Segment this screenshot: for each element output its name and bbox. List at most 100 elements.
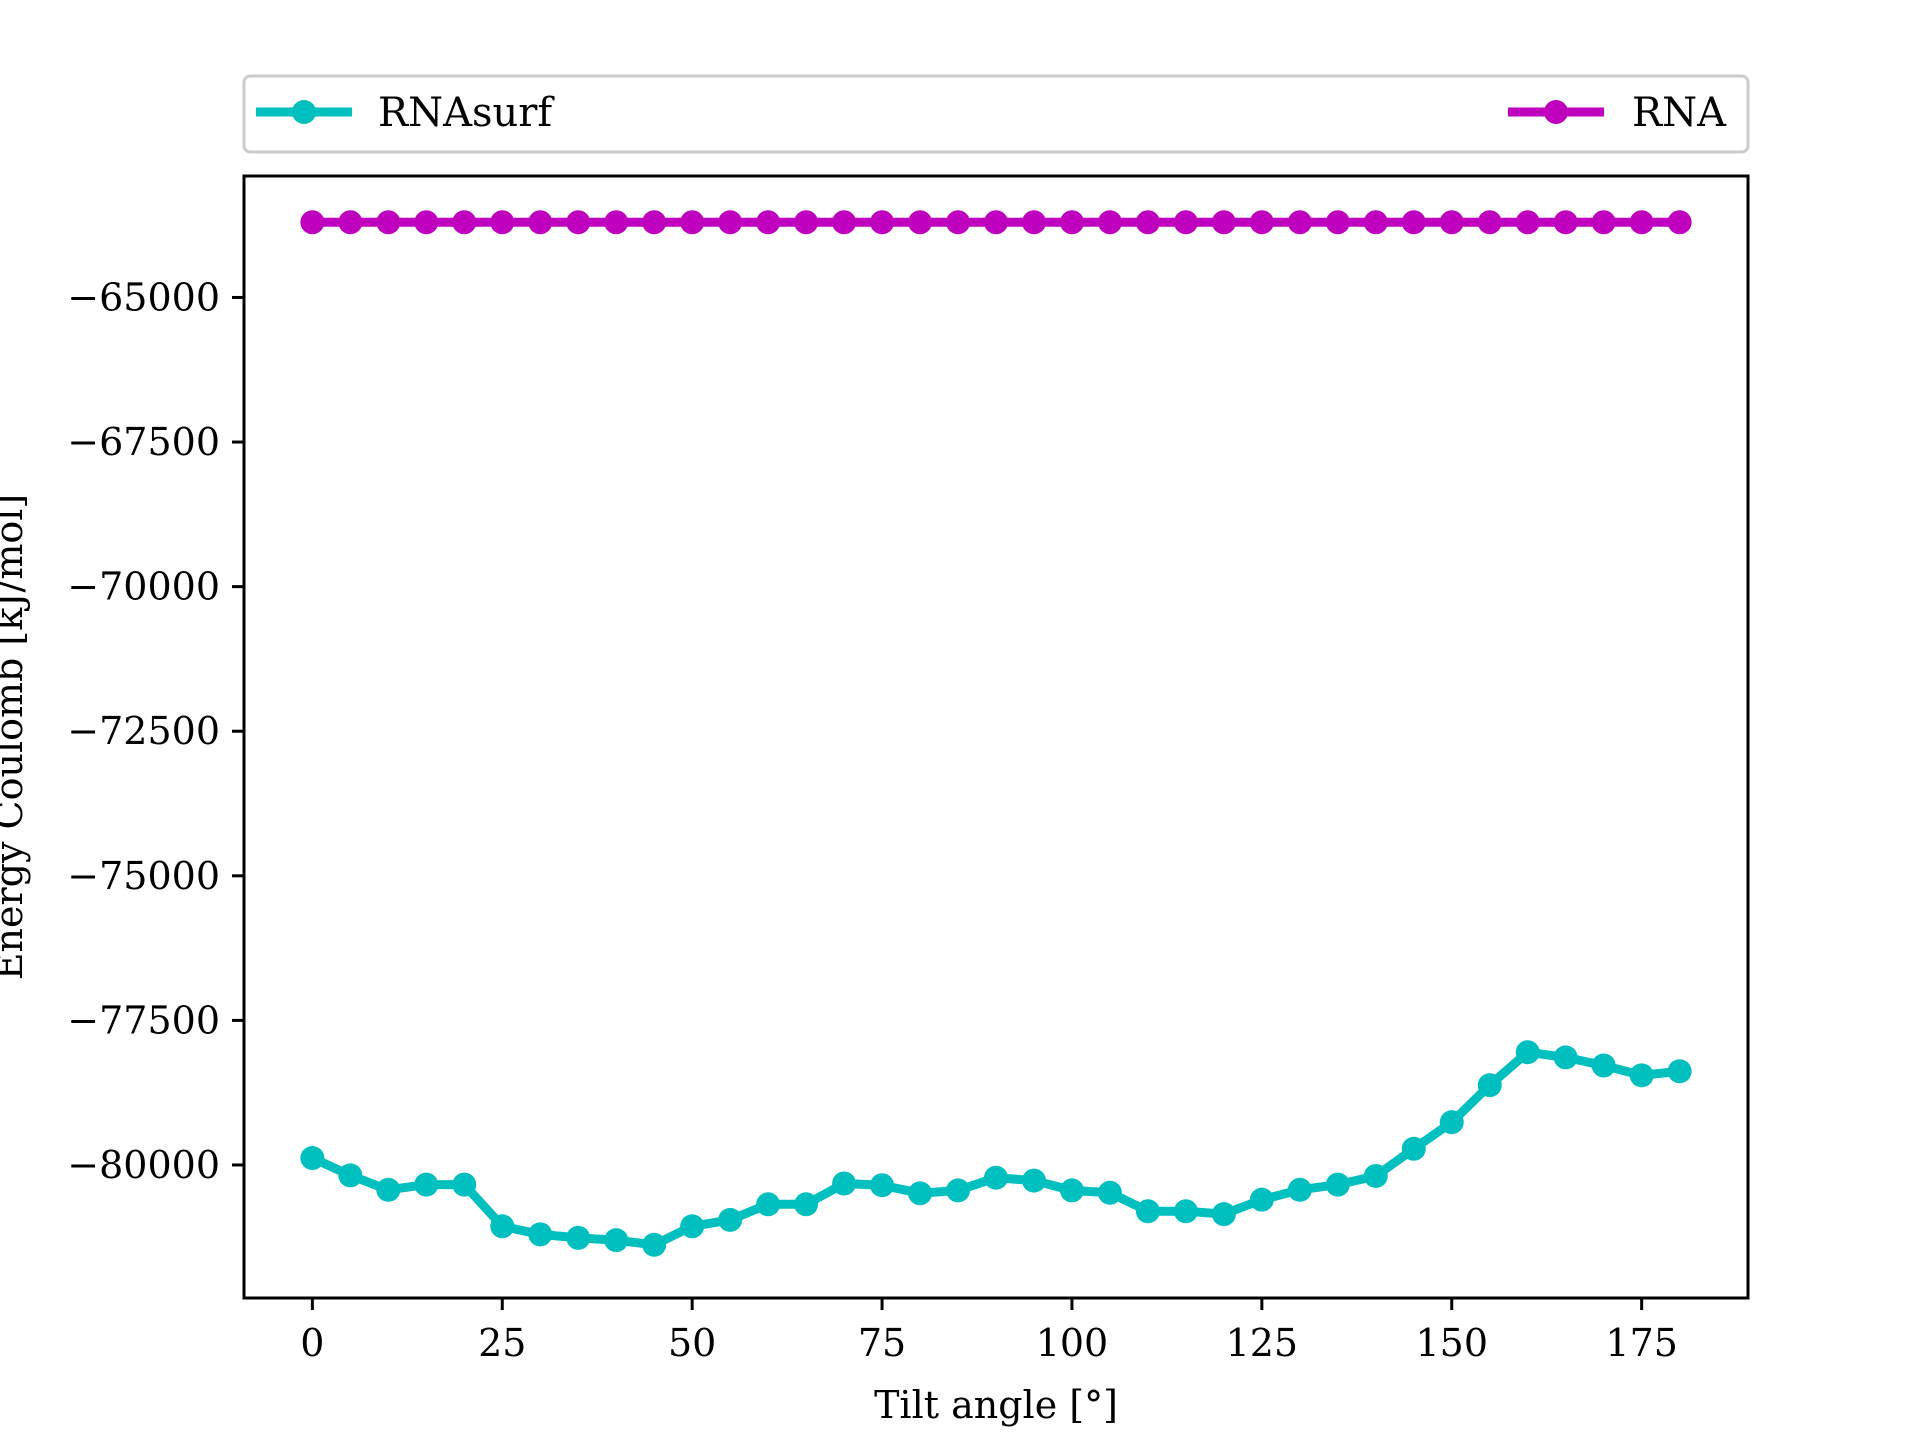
y-tick-label: −72500 [67,709,220,753]
y-tick-label: −77500 [67,998,220,1042]
data-point-rna [1135,210,1160,235]
data-point-rna [680,210,705,235]
y-tick-label: −67500 [67,420,220,464]
data-point-rnasurf [1211,1202,1236,1227]
data-point-rnasurf [756,1192,781,1217]
data-point-rnasurf [1173,1199,1198,1224]
x-axis: 0 25 50 75 100 125 150 175 [300,1298,1678,1365]
data-point-rnasurf [832,1171,857,1196]
data-point-rna [642,210,667,235]
data-point-rnasurf [528,1222,553,1247]
data-point-rna [338,210,363,235]
legend-frame [242,74,1750,154]
data-point-rna [794,210,819,235]
data-point-rnasurf [1401,1136,1426,1161]
legend-marker-rna [1544,100,1568,124]
data-point-rnasurf [1439,1110,1464,1135]
data-point-rna [756,210,781,235]
data-point-rna [870,210,895,235]
y-axis: −65000 −67500 −70000 −72500 −75000 −77500 −800… [67,275,244,1187]
data-point-rnasurf [870,1173,895,1198]
data-point-rna [300,210,325,235]
data-point-rna [984,210,1008,235]
data-point-rnasurf [794,1192,819,1217]
data-point-rna [908,210,933,235]
data-point-rnasurf [680,1214,705,1239]
data-point-rnasurf [1515,1040,1540,1065]
data-point-rnasurf [642,1232,667,1257]
data-point-rnasurf [1477,1073,1502,1098]
data-point-rna [1477,210,1502,235]
data-point-rna [566,210,591,235]
x-tick-label: 175 [1605,1321,1678,1365]
data-point-rna [604,210,629,235]
data-point-rna [1591,210,1616,235]
data-point-rnasurf [1553,1045,1578,1070]
data-point-rnasurf [946,1178,971,1203]
legend-marker-rnasurf [292,100,316,124]
data-point-rna [1363,210,1388,235]
data-point-rna [490,210,515,235]
data-point-rnasurf [1287,1177,1312,1202]
data-point-rnasurf [1325,1172,1350,1197]
data-point-rna [1097,210,1122,235]
x-tick-label: 50 [668,1321,716,1365]
x-tick-label: 0 [300,1321,324,1365]
data-point-rnasurf [414,1172,439,1197]
data-point-rnasurf [1249,1187,1274,1212]
data-point-rna [1211,210,1236,235]
data-point-rnasurf [604,1228,629,1253]
data-point-rna [1173,210,1198,235]
data-point-rna [1401,210,1426,235]
data-point-rnasurf [1667,1059,1692,1084]
data-point-rna [1667,210,1692,235]
data-point-rna [376,210,401,235]
data-point-rnasurf [300,1146,325,1171]
data-point-rna [1249,210,1274,235]
data-point-rna [946,210,971,235]
data-point-rnasurf [1135,1199,1160,1224]
data-point-rna [718,210,743,235]
data-point-rna [1439,210,1464,235]
series-rnasurf [300,1040,1692,1257]
legend-entry-rna: RNA [1508,90,1727,136]
y-axis-label: Energy Coulomb [kJ/mol] [0,494,31,980]
data-point-rnasurf [1097,1180,1122,1205]
data-point-rnasurf [984,1165,1008,1190]
data-point-rna [1325,210,1350,235]
data-point-rna [1021,210,1046,235]
data-point-rna [452,210,477,235]
x-axis-label: Tilt angle [°] [874,1383,1118,1427]
data-point-rnasurf [338,1163,363,1188]
data-point-rnasurf [1591,1053,1616,1078]
data-point-rnasurf [452,1172,477,1197]
data-point-rna [832,210,857,235]
legend: RNAsurf RNA [242,74,1750,154]
data-point-rnasurf [718,1207,743,1232]
data-point-rnasurf [490,1214,515,1239]
x-tick-label: 75 [858,1321,906,1365]
y-tick-label: −70000 [67,565,220,609]
x-tick-label: 150 [1415,1321,1488,1365]
data-point-rnasurf [1021,1168,1046,1193]
data-point-rnasurf [908,1181,933,1206]
data-point-rna [414,210,439,235]
series-line-rnasurf [310,1047,1681,1250]
plot-frame [242,174,1750,1300]
x-tick-label: 25 [478,1321,526,1365]
data-point-rna [1629,210,1654,235]
y-tick-label: −75000 [67,854,220,898]
y-tick-label: −80000 [67,1143,220,1187]
data-point-rna [1287,210,1312,235]
data-point-rnasurf [1059,1178,1084,1203]
data-point-rnasurf [376,1177,401,1202]
plot-series [300,210,1692,1257]
data-point-rnasurf [1363,1163,1388,1188]
y-tick-label: −65000 [67,275,220,319]
data-point-rnasurf [566,1225,591,1250]
legend-entry-rnasurf: RNAsurf [256,90,555,136]
legend-label-rnasurf: RNAsurf [378,90,555,136]
series-rna [300,210,1692,235]
x-tick-label: 125 [1226,1321,1299,1365]
